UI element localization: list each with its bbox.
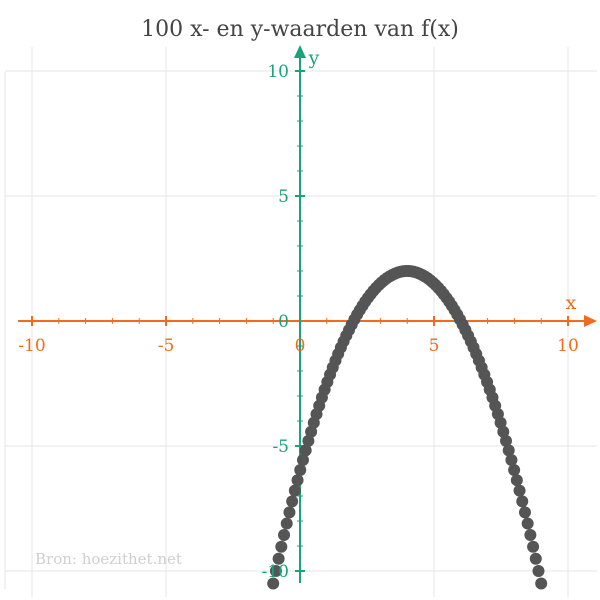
data-point — [532, 565, 545, 578]
data-point — [269, 565, 282, 578]
y-axis-label: y — [308, 47, 320, 69]
data-point — [296, 454, 309, 467]
data-point — [286, 495, 299, 508]
data-point — [278, 529, 291, 542]
data-point — [508, 463, 521, 476]
data-point — [510, 474, 523, 487]
x-tick-label: 5 — [429, 336, 440, 356]
data-point — [516, 495, 529, 508]
x-tick-label: 0 — [295, 336, 306, 356]
data-point — [302, 434, 315, 447]
data-point — [283, 506, 296, 519]
data-point — [272, 552, 285, 565]
data-point — [518, 506, 531, 519]
x-tick-labels: -10 -5 0 5 10 — [18, 336, 579, 356]
x-axis-label: x — [566, 292, 577, 314]
data-points — [267, 265, 548, 590]
y-tick-label: -10 — [262, 562, 289, 582]
y-axis-arrow — [294, 45, 306, 58]
x-tick-label: -10 — [18, 336, 45, 356]
x-axis-arrow — [584, 315, 597, 327]
data-point — [535, 577, 548, 590]
data-point — [288, 484, 301, 497]
x-axis — [18, 315, 597, 327]
data-point — [294, 463, 307, 476]
y-tick-label: 5 — [278, 187, 289, 207]
data-point — [267, 577, 280, 590]
y-tick-label: 0 — [278, 312, 289, 332]
data-point — [275, 540, 288, 553]
x-tick-label: -5 — [158, 336, 175, 356]
data-point — [529, 552, 542, 565]
data-point — [524, 529, 537, 542]
data-point — [500, 434, 513, 447]
x-tick-label: 10 — [557, 336, 579, 356]
data-point — [497, 425, 510, 438]
chart-title: 100 x- en y-waarden van f(x) — [141, 17, 459, 42]
y-tick-labels: 10 5 0 -5 -10 — [262, 62, 289, 582]
data-point — [291, 474, 304, 487]
data-point — [521, 517, 534, 530]
data-point — [505, 454, 518, 467]
y-tick-label: -5 — [272, 437, 289, 457]
data-point — [513, 484, 526, 497]
data-point — [527, 540, 540, 553]
source-label: Bron: hoezithet.net — [35, 550, 182, 568]
data-point — [280, 517, 293, 530]
y-tick-label: 10 — [267, 62, 289, 82]
data-point — [502, 444, 515, 457]
data-point — [299, 444, 312, 457]
